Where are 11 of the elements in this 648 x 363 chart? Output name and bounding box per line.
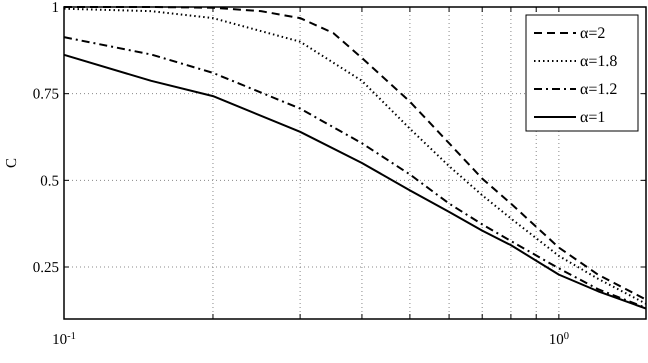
legend-label: α=2: [580, 25, 606, 42]
y-axis-title: C: [4, 158, 20, 168]
legend-label: α=1.2: [580, 81, 618, 98]
y-tick-label: 0.25: [32, 260, 59, 276]
y-tick-label: 1: [52, 0, 59, 16]
y-tick-label: 0.75: [32, 86, 59, 103]
legend-label: α=1: [580, 109, 606, 126]
legend-label: α=1.8: [580, 53, 618, 70]
y-tick-label: 0.5: [40, 173, 59, 190]
x-tick-label: 10$^{0}$: [548, 330, 569, 348]
x-tick-label: 10$^{-1}$: [52, 330, 76, 348]
